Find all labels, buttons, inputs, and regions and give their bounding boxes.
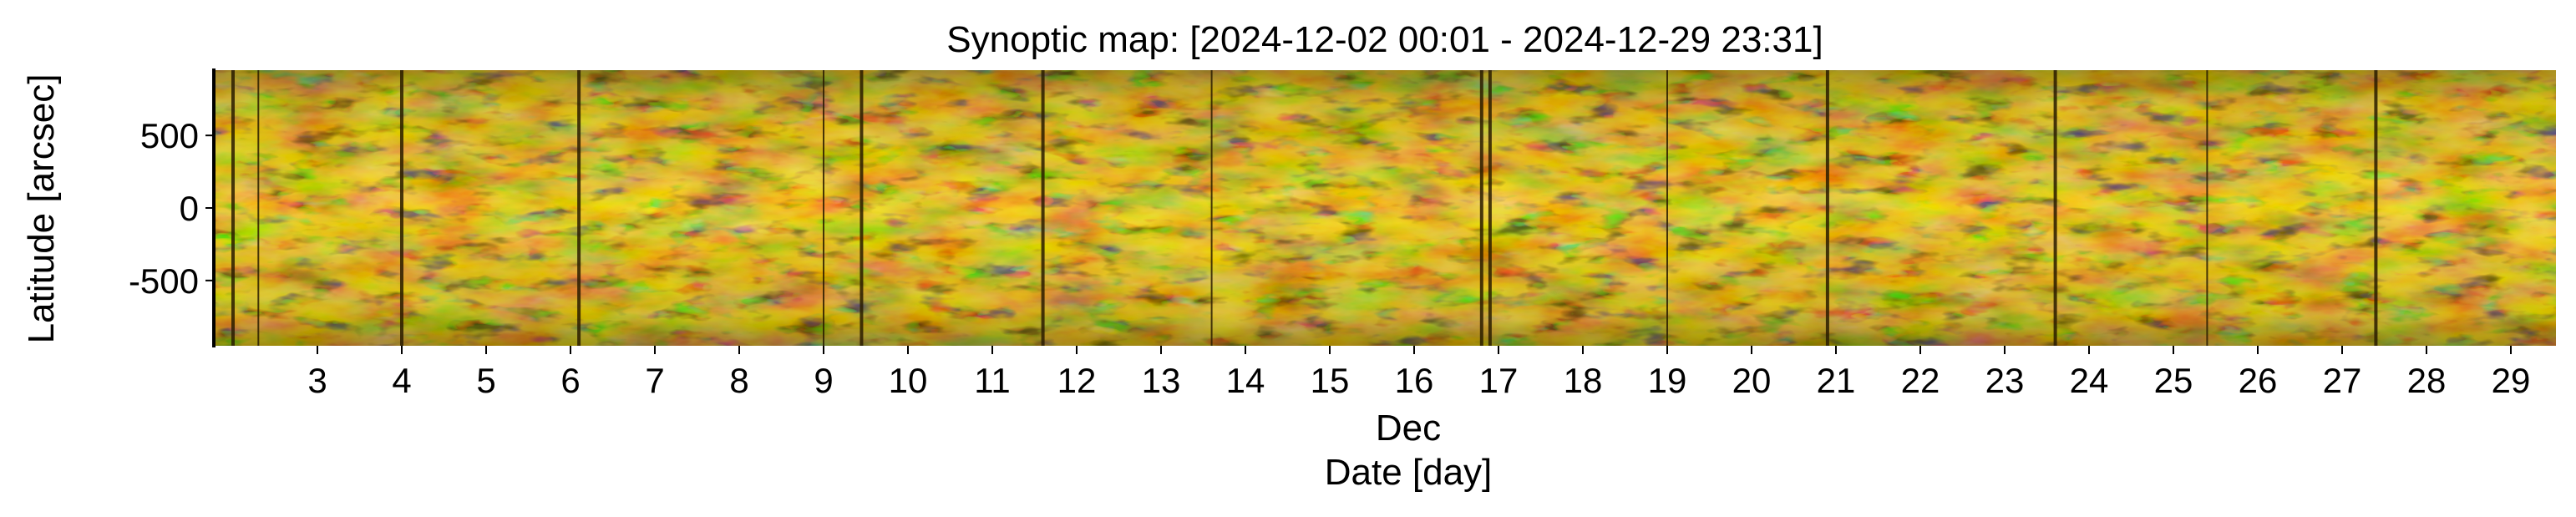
y-axis-label: Latitude [arcsec] bbox=[21, 74, 62, 344]
x-tick-label: 14 bbox=[1226, 361, 1265, 400]
x-tick-label: 25 bbox=[2154, 361, 2193, 400]
data-gap-line bbox=[1825, 70, 1829, 346]
x-tick-label: 28 bbox=[2407, 361, 2447, 400]
data-gap-lines bbox=[231, 70, 2378, 346]
data-gap-line bbox=[2053, 70, 2057, 346]
x-tick-label: 21 bbox=[1817, 361, 1856, 400]
x-tick-label: 3 bbox=[307, 361, 327, 400]
data-gap-line bbox=[2206, 70, 2208, 346]
x-tick-label: 22 bbox=[1901, 361, 1940, 400]
x-tick-label: 13 bbox=[1142, 361, 1181, 400]
x-axis-ticks: 3 4 5 6 7 8 9 10 11 12 13 14 15 16 17 18 19 20 21 22 23 24 25 2… bbox=[307, 346, 2530, 400]
x-tick-label: 4 bbox=[392, 361, 411, 400]
x-tick-label: 9 bbox=[814, 361, 833, 400]
y-tick-label: 500 bbox=[140, 116, 199, 155]
x-tick-label: 17 bbox=[1479, 361, 1519, 400]
heatmap-limb-shading bbox=[214, 70, 2556, 346]
heatmap-plot-area bbox=[214, 70, 2556, 346]
x-axis-month-label: Dec bbox=[1376, 408, 1441, 449]
y-axis-ticks: 500 0 -500 bbox=[129, 116, 214, 301]
x-tick-label: 29 bbox=[2492, 361, 2531, 400]
x-tick-label: 12 bbox=[1057, 361, 1097, 400]
x-tick-label: 6 bbox=[560, 361, 580, 400]
data-gap-line bbox=[860, 70, 864, 346]
x-tick-label: 5 bbox=[476, 361, 495, 400]
x-tick-label: 16 bbox=[1395, 361, 1434, 400]
x-tick-label: 11 bbox=[974, 361, 1011, 400]
data-gap-line bbox=[231, 70, 235, 346]
data-gap-line bbox=[1488, 70, 1492, 346]
data-gap-line bbox=[823, 70, 824, 346]
x-tick-label: 10 bbox=[889, 361, 928, 400]
data-gap-line bbox=[577, 70, 581, 346]
x-tick-label: 15 bbox=[1311, 361, 1350, 400]
data-gap-line bbox=[1479, 70, 1483, 346]
data-gap-line bbox=[1666, 70, 1668, 346]
data-gap-line bbox=[257, 70, 260, 346]
data-gap-line bbox=[1041, 70, 1045, 346]
chart-title: Synoptic map: [2024-12-02 00:01 - 2024-1… bbox=[946, 19, 1823, 60]
data-gap-line bbox=[2374, 70, 2378, 346]
x-tick-label: 20 bbox=[1732, 361, 1772, 400]
y-tick-label: -500 bbox=[129, 261, 199, 301]
x-axis-label: Date [day] bbox=[1325, 452, 1493, 493]
data-gap-line bbox=[1210, 70, 1213, 346]
x-tick-label: 8 bbox=[729, 361, 748, 400]
x-tick-label: 26 bbox=[2239, 361, 2278, 400]
x-tick-label: 24 bbox=[2070, 361, 2109, 400]
data-gap-line bbox=[400, 70, 403, 346]
x-tick-label: 23 bbox=[1985, 361, 2025, 400]
x-tick-label: 18 bbox=[1564, 361, 1603, 400]
x-tick-label: 19 bbox=[1648, 361, 1687, 400]
x-tick-label: 7 bbox=[645, 361, 664, 400]
x-tick-label: 27 bbox=[2323, 361, 2362, 400]
y-tick-label: 0 bbox=[180, 189, 199, 228]
